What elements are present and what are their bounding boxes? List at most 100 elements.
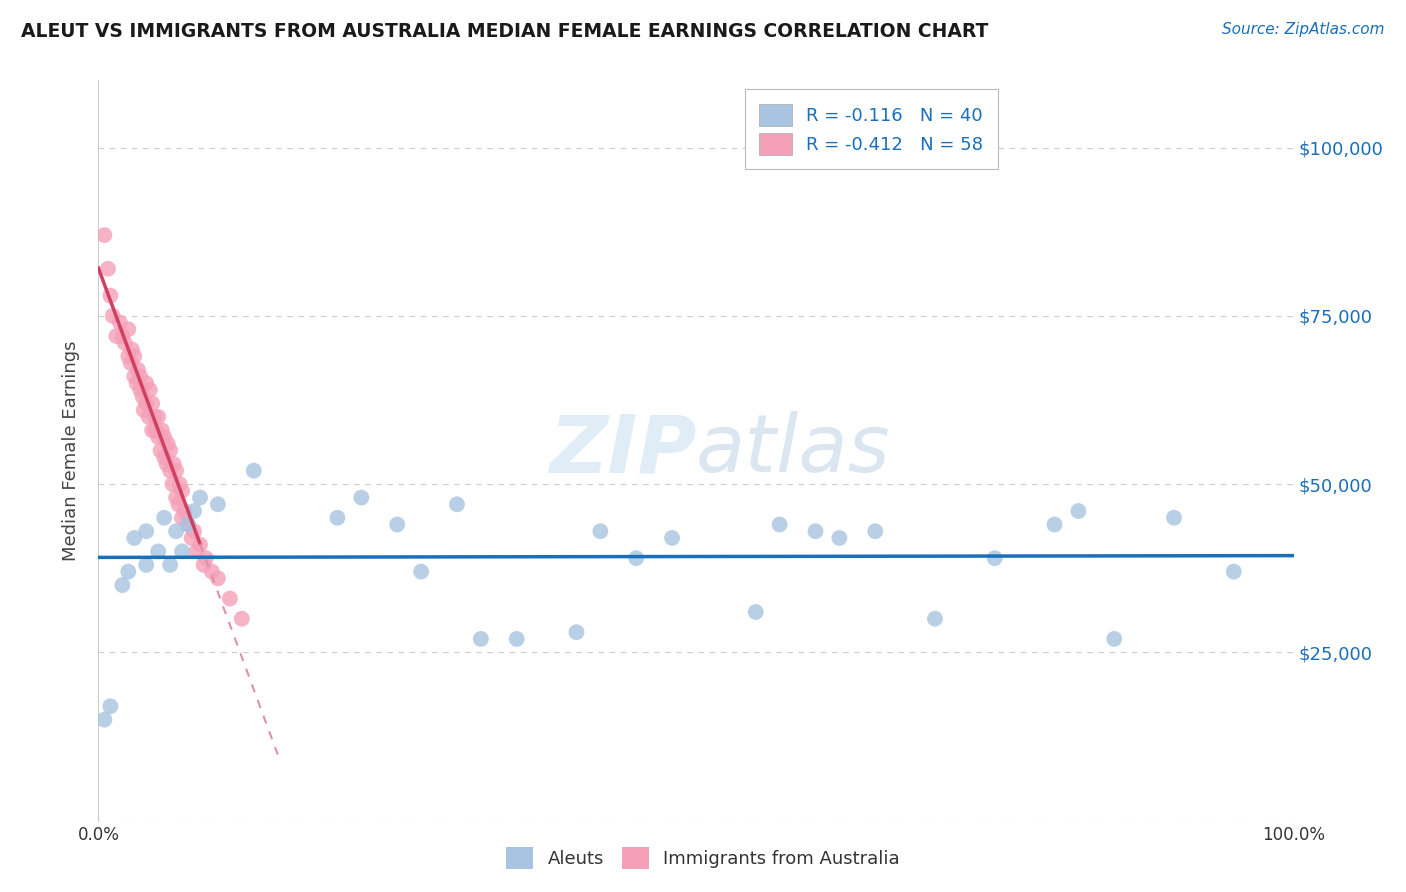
Text: ZIP: ZIP (548, 411, 696, 490)
Point (117, 349, 139, 363)
Point (153, 450, 176, 465)
Point (145, 423, 167, 437)
Legend: R = -0.116   N = 40, R = -0.412   N = 58: R = -0.116 N = 40, R = -0.412 N = 58 (745, 89, 998, 169)
Point (173, 504, 195, 518)
Point (186, 544, 208, 558)
Point (121, 343, 143, 357)
Point (98, 288, 122, 302)
Point (101, 309, 124, 323)
Point (188, 538, 211, 552)
Point (148, 409, 170, 424)
Point (117, 565, 139, 579)
Point (172, 510, 194, 524)
Point (243, 464, 266, 478)
Point (120, 356, 142, 370)
Point (117, 322, 139, 336)
Point (589, 524, 612, 539)
Point (1043, 517, 1066, 532)
Point (183, 524, 205, 539)
Point (626, 551, 648, 566)
Point (131, 390, 153, 404)
Point (105, 329, 128, 343)
Point (828, 531, 851, 545)
Point (93, 713, 115, 727)
Point (138, 409, 160, 424)
Point (97, 261, 120, 276)
Point (135, 396, 157, 410)
Point (156, 436, 179, 450)
Point (132, 403, 155, 417)
Point (411, 565, 433, 579)
Text: atlas: atlas (696, 411, 891, 490)
Point (124, 349, 146, 363)
Point (172, 483, 194, 498)
Point (153, 510, 176, 524)
Point (193, 558, 215, 572)
Point (326, 510, 349, 524)
Point (114, 335, 136, 350)
Point (984, 551, 1007, 566)
Point (350, 491, 373, 505)
Point (219, 591, 242, 606)
Point (98, 699, 122, 714)
Text: Source: ZipAtlas.com: Source: ZipAtlas.com (1222, 22, 1385, 37)
Point (169, 477, 191, 491)
Point (163, 457, 186, 471)
Point (1067, 504, 1090, 518)
Point (506, 632, 529, 646)
Point (124, 369, 146, 384)
Point (129, 383, 152, 397)
Point (149, 443, 172, 458)
Point (129, 369, 152, 384)
Point (159, 558, 181, 572)
Point (565, 625, 588, 640)
Point (150, 423, 173, 437)
Point (93, 228, 115, 243)
Point (165, 524, 187, 539)
Legend: Aleuts, Immigrants from Australia: Aleuts, Immigrants from Australia (496, 838, 910, 879)
Point (768, 517, 790, 532)
Point (172, 544, 194, 558)
Point (1223, 565, 1246, 579)
Point (155, 457, 177, 471)
Point (865, 524, 887, 539)
Point (470, 632, 492, 646)
Point (111, 329, 134, 343)
Point (188, 491, 211, 505)
Point (167, 497, 190, 511)
Point (111, 578, 134, 592)
Point (135, 524, 157, 539)
Point (446, 497, 468, 511)
Point (804, 524, 827, 539)
Point (153, 430, 176, 444)
Point (745, 605, 768, 619)
Point (148, 430, 170, 444)
Point (148, 544, 170, 558)
Point (159, 443, 181, 458)
Point (165, 464, 187, 478)
Point (162, 477, 184, 491)
Point (183, 504, 205, 518)
Point (177, 517, 200, 532)
Point (385, 517, 409, 532)
Point (661, 531, 683, 545)
Point (1163, 510, 1185, 524)
Point (159, 464, 181, 478)
Point (125, 376, 148, 391)
Y-axis label: Median Female Earnings: Median Female Earnings (62, 340, 80, 561)
Point (108, 316, 131, 330)
Point (124, 531, 146, 545)
Point (143, 409, 166, 424)
Point (139, 383, 162, 397)
Point (207, 571, 229, 585)
Point (207, 497, 229, 511)
Point (165, 491, 187, 505)
Point (180, 531, 202, 545)
Point (141, 423, 163, 437)
Point (135, 376, 157, 391)
Point (195, 551, 218, 566)
Point (1104, 632, 1126, 646)
Text: ALEUT VS IMMIGRANTS FROM AUSTRALIA MEDIAN FEMALE EARNINGS CORRELATION CHART: ALEUT VS IMMIGRANTS FROM AUSTRALIA MEDIA… (21, 22, 988, 41)
Point (924, 612, 946, 626)
Point (201, 565, 224, 579)
